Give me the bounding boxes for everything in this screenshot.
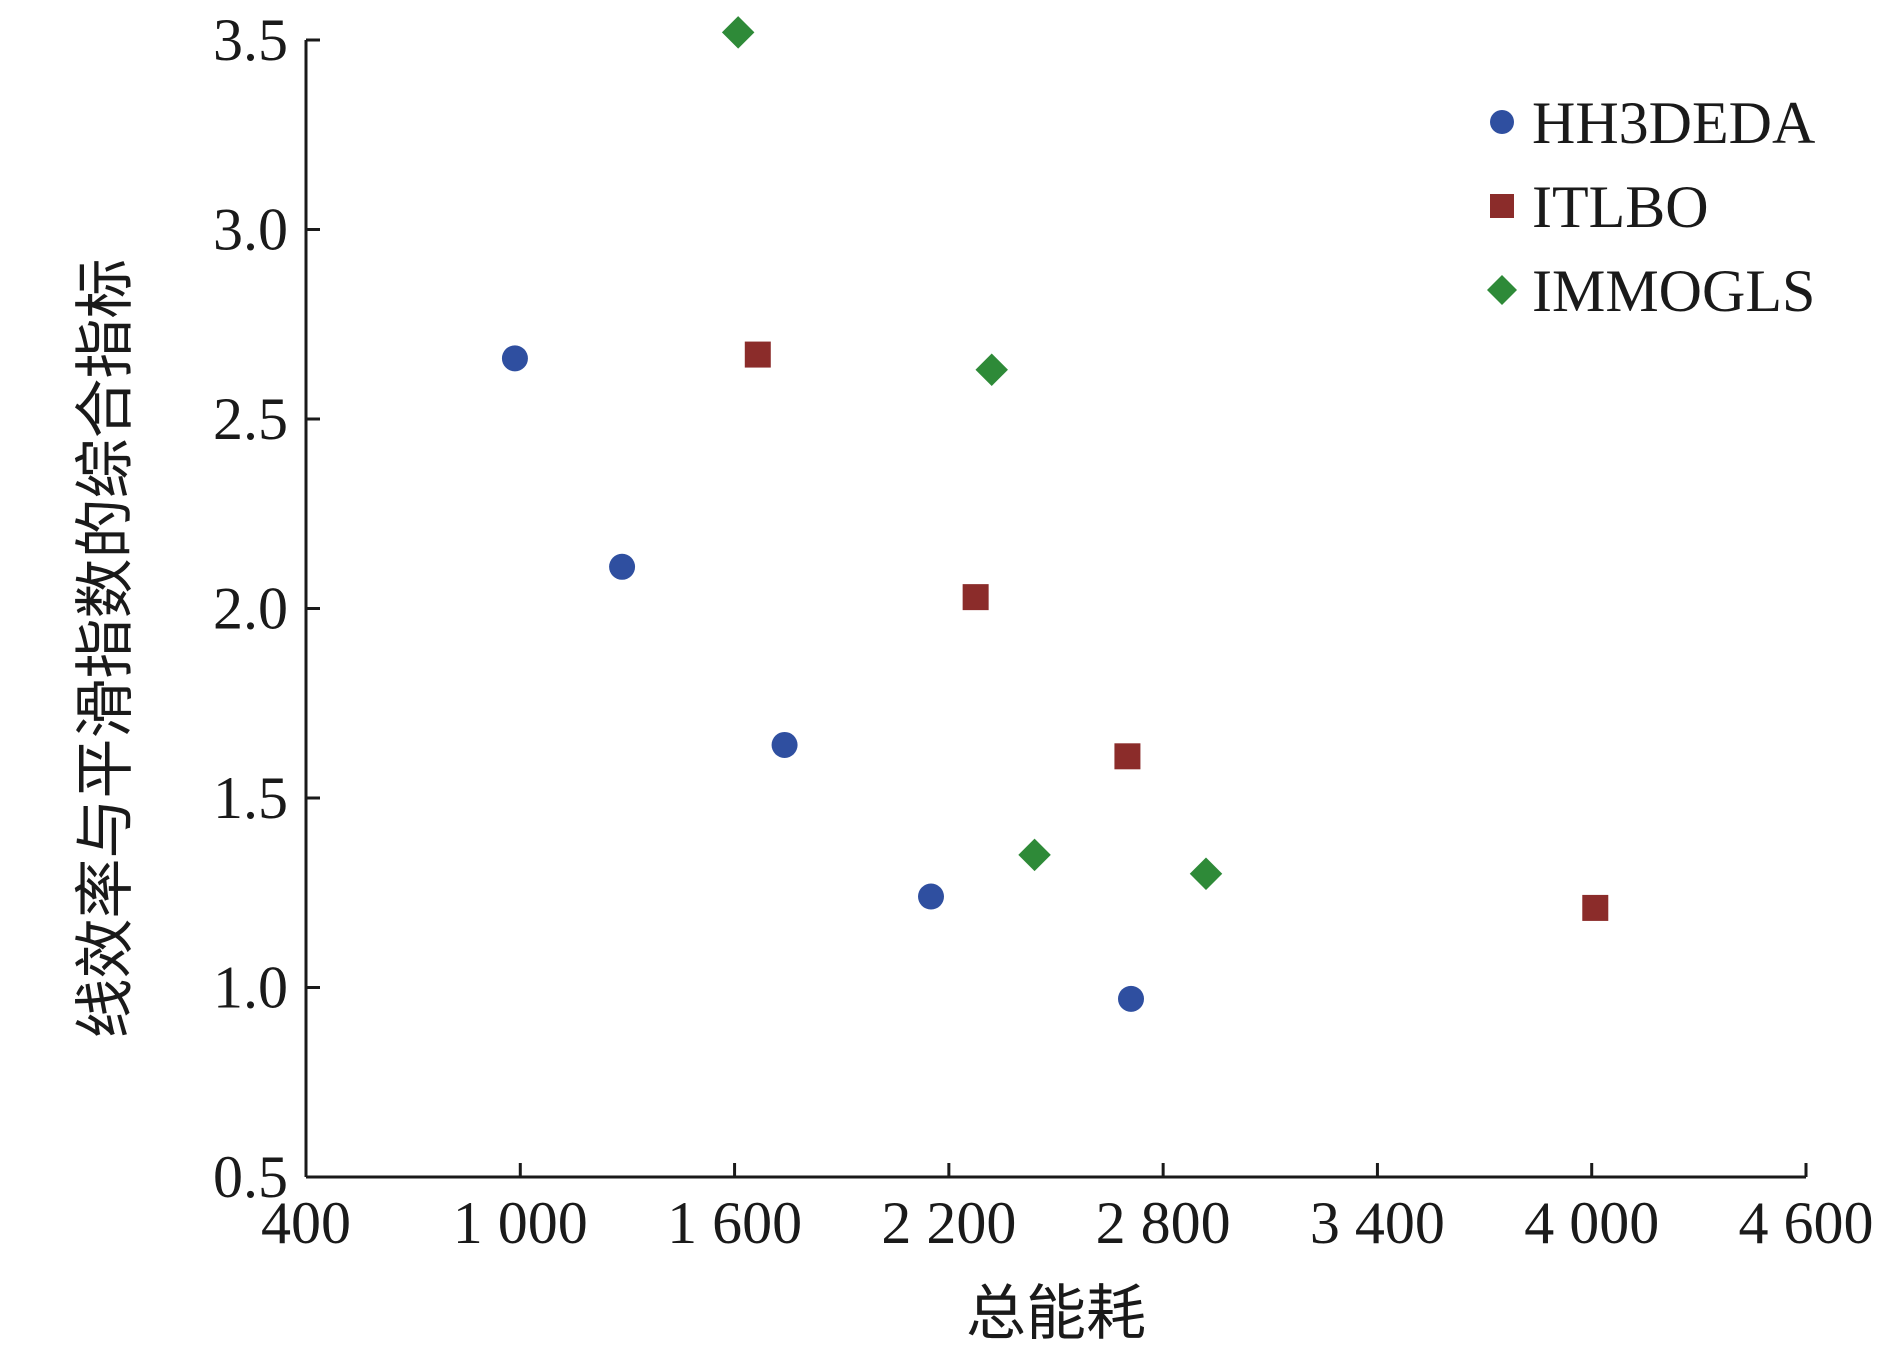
legend-label: HH3DEDA bbox=[1532, 90, 1815, 156]
legend-marker bbox=[1490, 194, 1514, 218]
legend-item-immogls: IMMOGLS bbox=[1487, 258, 1815, 324]
data-point-immogls bbox=[1018, 838, 1051, 872]
x-tick-label: 1 000 bbox=[453, 1190, 588, 1256]
legend-marker bbox=[1490, 110, 1514, 134]
series-immogls bbox=[721, 16, 1223, 891]
y-axis-title: 线效率与平滑指数的综合指标 bbox=[71, 259, 141, 1039]
data-point-itlbo bbox=[1582, 894, 1609, 921]
x-tick-label: 400 bbox=[261, 1190, 351, 1256]
data-point-immogls bbox=[975, 353, 1008, 386]
y-axis-ticks: 0.5 1.0 1.5 2.0 2.5 3.0 3.5 bbox=[213, 7, 320, 1210]
legend-marker bbox=[1487, 275, 1517, 305]
legend: HH3DEDA ITLBO IMMOGLS bbox=[1487, 90, 1815, 324]
data-point-hh3deda bbox=[609, 553, 636, 580]
y-tick-label: 0.5 bbox=[213, 1144, 288, 1210]
legend-label: ITLBO bbox=[1532, 174, 1709, 240]
data-point-hh3deda bbox=[1118, 985, 1144, 1012]
series-itlbo bbox=[744, 341, 1609, 921]
y-tick-label: 2.0 bbox=[213, 576, 288, 642]
data-points bbox=[501, 16, 1609, 1012]
x-axis-title: 总能耗 bbox=[966, 1279, 1146, 1346]
legend-item-hh3deda: HH3DEDA bbox=[1490, 90, 1815, 156]
legend-item-itlbo: ITLBO bbox=[1490, 174, 1709, 240]
y-tick-label: 2.5 bbox=[213, 386, 288, 452]
data-point-immogls bbox=[721, 16, 755, 49]
x-axis-ticks: 400 1 000 1 600 2 200 2 800 3 400 4 000 4 600 bbox=[261, 1163, 1874, 1256]
legend-label: IMMOGLS bbox=[1532, 258, 1815, 324]
data-point-hh3deda bbox=[501, 345, 528, 372]
y-tick-label: 1.0 bbox=[213, 955, 288, 1021]
series-hh3deda bbox=[501, 345, 1144, 1012]
data-point-hh3deda bbox=[918, 883, 944, 910]
data-point-itlbo bbox=[1114, 743, 1141, 770]
x-tick-label: 4 600 bbox=[1739, 1190, 1874, 1256]
data-point-immogls bbox=[1189, 857, 1223, 891]
y-tick-label: 1.5 bbox=[213, 765, 288, 831]
x-tick-label: 3 400 bbox=[1310, 1190, 1445, 1256]
y-tick-label: 3.5 bbox=[213, 7, 288, 73]
x-tick-label: 1 600 bbox=[667, 1190, 802, 1256]
x-tick-label: 2 800 bbox=[1096, 1190, 1231, 1256]
x-tick-label: 2 200 bbox=[881, 1190, 1016, 1256]
data-point-hh3deda bbox=[771, 731, 798, 758]
y-tick-label: 3.0 bbox=[213, 197, 288, 263]
x-tick-label: 4 000 bbox=[1524, 1190, 1659, 1256]
data-point-itlbo bbox=[744, 341, 771, 368]
data-point-itlbo bbox=[962, 584, 989, 611]
